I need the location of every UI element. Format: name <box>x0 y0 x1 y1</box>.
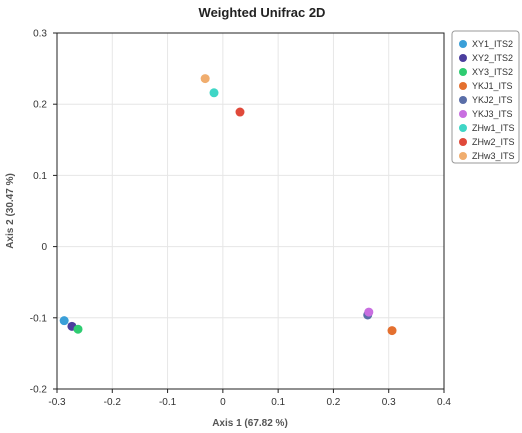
grid <box>57 33 444 389</box>
legend-marker <box>459 152 467 160</box>
y-axis-label: Axis 2 (30.47 %) <box>5 173 16 249</box>
legend-entry[interactable]: YKJ3_ITS <box>472 109 513 119</box>
x-tick-label: 0.1 <box>271 397 285 408</box>
x-tick-label: -0.3 <box>48 397 66 408</box>
legend-entry[interactable]: XY2_ITS2 <box>472 53 513 63</box>
legend-entry[interactable]: ZHw2_ITS <box>472 137 515 147</box>
y-tick-label: -0.2 <box>30 385 48 396</box>
x-axis-label: Axis 1 (67.82 %) <box>212 418 288 429</box>
legend-marker <box>459 124 467 132</box>
x-tick-label: -0.2 <box>104 397 122 408</box>
legend-entry[interactable]: ZHw3_ITS <box>472 151 515 161</box>
x-tick-label: -0.1 <box>159 397 177 408</box>
data-points <box>59 74 397 336</box>
y-tick-label: 0 <box>41 242 47 253</box>
data-point[interactable] <box>209 88 219 98</box>
legend-marker <box>459 68 467 76</box>
legend-marker <box>459 40 467 48</box>
data-point[interactable] <box>235 107 245 117</box>
legend-marker <box>459 82 467 90</box>
legend-entry[interactable]: ZHw1_ITS <box>472 123 515 133</box>
y-tick-label: -0.1 <box>30 313 48 324</box>
chart-title: Weighted Unifrac 2D <box>199 5 326 20</box>
legend-entry[interactable]: YKJ1_ITS <box>472 81 513 91</box>
data-point[interactable] <box>59 316 69 326</box>
legend: XY1_ITS2 XY2_ITS2 XY3_ITS2 YKJ1_ITS YKJ2_ITS… <box>451 30 520 164</box>
data-point[interactable] <box>200 74 210 84</box>
legend-marker <box>459 138 467 146</box>
data-point[interactable] <box>73 324 83 334</box>
y-axis-ticks: -0.2 -0.1 0 0.1 0.2 0.3 <box>30 29 57 396</box>
legend-entry[interactable]: YKJ2_ITS <box>472 95 513 105</box>
legend-marker <box>459 54 467 62</box>
y-tick-label: 0.2 <box>33 100 47 111</box>
legend-entry[interactable]: XY1_ITS2 <box>472 39 513 49</box>
legend-marker <box>459 110 467 118</box>
x-tick-label: 0.2 <box>326 397 340 408</box>
legend-box <box>451 30 520 164</box>
x-tick-label: 0 <box>220 397 226 408</box>
data-point[interactable] <box>364 307 374 317</box>
legend-items: XY1_ITS2 XY2_ITS2 XY3_ITS2 YKJ1_ITS YKJ2_ITS… <box>459 39 515 161</box>
x-tick-label: 0.4 <box>437 397 451 408</box>
legend-marker <box>459 96 467 104</box>
plot-area <box>56 32 445 390</box>
x-axis-ticks: -0.3 -0.2 -0.1 0 0.1 0.2 0.3 0.4 <box>48 389 451 408</box>
y-tick-label: 0.3 <box>33 29 47 40</box>
y-tick-label: 0.1 <box>33 171 47 182</box>
data-point[interactable] <box>387 326 397 336</box>
x-tick-label: 0.3 <box>382 397 396 408</box>
legend-entry[interactable]: XY3_ITS2 <box>472 67 513 77</box>
